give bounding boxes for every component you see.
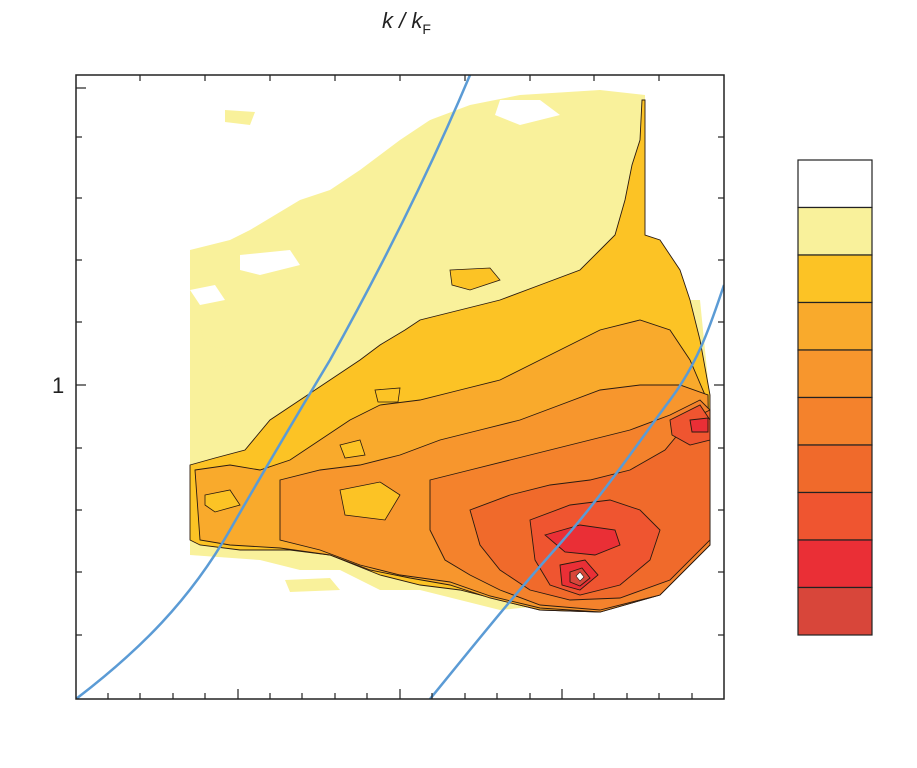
colorbar-swatch — [797, 539, 873, 589]
overlay-curves — [76, 75, 724, 699]
contour-island — [204, 267, 501, 521]
colorbar-swatch — [797, 159, 873, 209]
contour-level-0 — [190, 85, 560, 305]
colorbar-swatch — [797, 254, 873, 304]
colorbar-swatch — [797, 349, 873, 399]
y-tick-label: 1 — [52, 373, 64, 398]
colorbar-swatch — [797, 396, 873, 446]
colorbar — [797, 159, 873, 636]
contour-level-8 — [544, 417, 709, 591]
colorbar-swatch — [797, 206, 873, 256]
overlay-curve-left — [76, 75, 472, 699]
colorbar-swatch — [797, 301, 873, 351]
top-axis-label: k / kF — [382, 8, 431, 37]
x-axis-ticks-bottom — [107, 689, 693, 699]
y-axis-ticks-left — [76, 87, 86, 636]
colorbar-swatch — [797, 491, 873, 541]
y-axis-ticks-right — [714, 136, 724, 636]
colorbar-swatch — [797, 444, 873, 494]
colorbar-swatch — [797, 586, 873, 636]
x-axis-ticks-top — [139, 75, 660, 81]
contour-regions — [189, 85, 711, 613]
overlay-curve-right — [429, 284, 724, 699]
contour-peak — [575, 571, 585, 582]
